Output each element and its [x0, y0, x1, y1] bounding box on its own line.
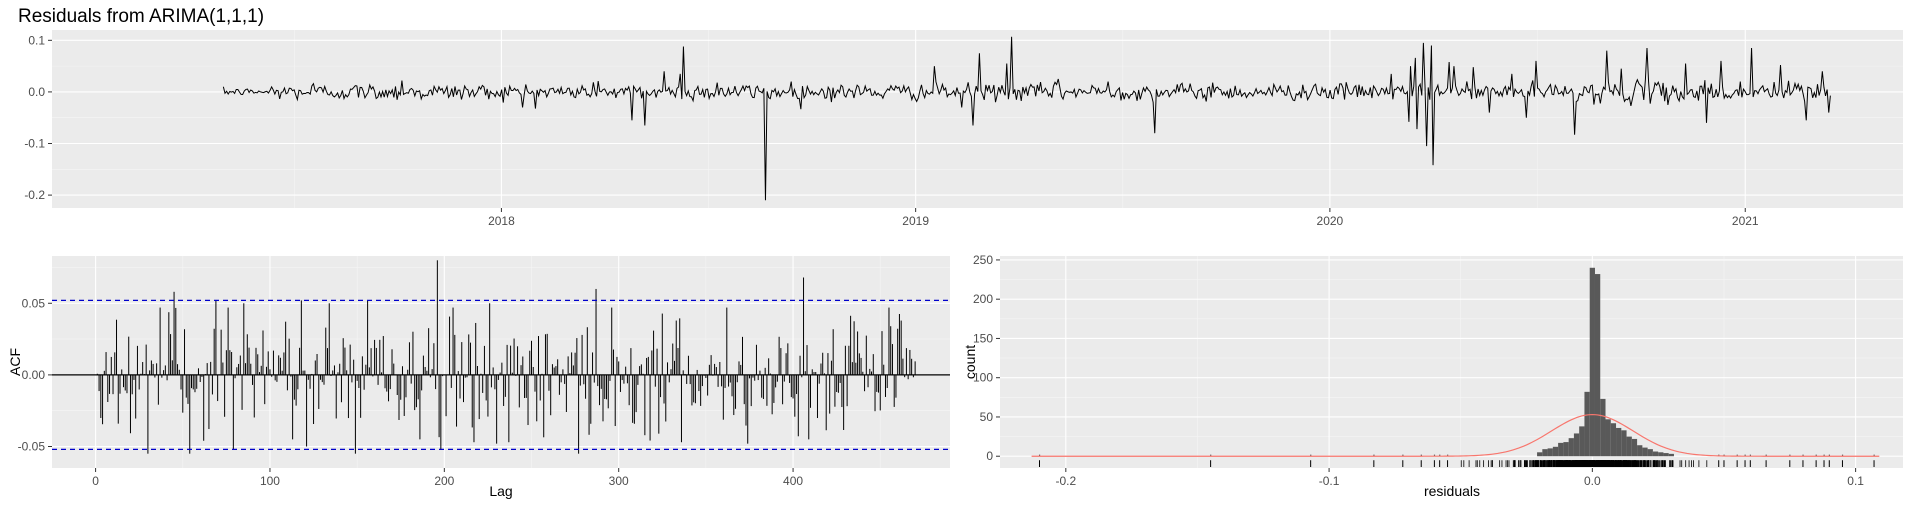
- x-tick-label: 100: [260, 474, 280, 488]
- histogram-panel: 0 50 100 150 200 250 -0.2 -0.1 0.0 0.1 residuals…: [962, 253, 1903, 499]
- histogram-bar: [1749, 454, 1752, 457]
- histogram-bar: [1605, 419, 1611, 457]
- histogram-bar: [1038, 454, 1041, 457]
- residuals-gridlines: [52, 30, 1903, 208]
- acf-x-axis: 0 100 200 300 400: [92, 468, 803, 488]
- histogram-bar: [1873, 454, 1875, 457]
- x-tick-label: 2020: [1317, 214, 1344, 228]
- x-tick-label: 0.0: [1584, 474, 1601, 488]
- histogram-bar: [1584, 391, 1590, 457]
- histogram-bar: [1621, 430, 1627, 457]
- histogram-x-axis-title: residuals: [1424, 483, 1480, 499]
- histogram-bar: [1789, 454, 1791, 457]
- histogram-x-axis: -0.2 -0.1 0.0 0.1: [1055, 468, 1864, 488]
- y-tick-label: 100: [973, 371, 993, 385]
- histogram-bar: [1765, 454, 1767, 457]
- y-tick-label: 0.05: [22, 296, 46, 310]
- y-tick-label: -0.1: [24, 137, 45, 151]
- x-tick-label: 400: [783, 474, 803, 488]
- residuals-rug: [1038, 460, 1875, 467]
- normal-density-curve: [1031, 414, 1880, 457]
- histogram-bar: [1841, 454, 1844, 457]
- histogram-bar: [1447, 454, 1449, 457]
- y-tick-label: 0.1: [28, 33, 45, 47]
- residuals-x-axis: 2018 2019 2020 2021: [488, 208, 1759, 228]
- acf-plot-background: [52, 256, 950, 468]
- histogram-bar: [1402, 454, 1404, 457]
- acf-bars: [96, 260, 916, 454]
- x-tick-label: 300: [609, 474, 629, 488]
- histogram-bar: [1537, 452, 1543, 457]
- x-tick-label: -0.1: [1319, 474, 1340, 488]
- residuals-line-panel: 0.1 0.0 -0.1 -0.2 2018 2019 2020 2021: [24, 30, 1903, 228]
- histogram-bar: [1828, 454, 1830, 457]
- histogram-bar: [1815, 454, 1817, 457]
- histogram-bar: [1802, 454, 1804, 457]
- histogram-bar: [1558, 442, 1564, 457]
- histogram-bar: [1573, 433, 1580, 457]
- histogram-y-axis: 0 50 100 150 200 250: [973, 253, 1000, 463]
- x-tick-label: 2021: [1732, 214, 1759, 228]
- y-tick-label: 50: [980, 410, 994, 424]
- y-tick-label: -0.2: [24, 188, 45, 202]
- histogram-bar: [1616, 427, 1622, 457]
- y-tick-label: 150: [973, 331, 993, 345]
- x-tick-label: 0: [92, 474, 99, 488]
- histogram-bar: [1420, 454, 1422, 457]
- histogram-bar: [1547, 448, 1553, 457]
- y-tick-label: 0.00: [22, 368, 46, 382]
- y-tick-label: 200: [973, 292, 993, 306]
- histogram-bar: [1594, 274, 1601, 457]
- histogram-bar: [1647, 449, 1653, 457]
- histogram-bar: [1600, 398, 1606, 457]
- x-tick-label: 2019: [902, 214, 929, 228]
- acf-x-axis-title: Lag: [489, 483, 512, 499]
- residuals-series-line: [222, 36, 1831, 201]
- histogram-bar: [1439, 454, 1441, 457]
- histogram-bar: [1744, 454, 1746, 457]
- acf-panel: 0.05 0.00 -0.05 0 100 200 300 400 Lag ACF: [7, 256, 950, 499]
- y-tick-label: 0.0: [28, 85, 45, 99]
- residuals-plot-title: Residuals from ARIMA(1,1,1): [18, 6, 264, 27]
- x-tick-label: 2018: [488, 214, 515, 228]
- histogram-bar: [1552, 446, 1559, 457]
- acf-y-axis: 0.05 0.00 -0.05: [18, 296, 52, 454]
- histogram-bar: [1668, 453, 1674, 457]
- acf-y-axis-title: ACF: [7, 348, 23, 376]
- histogram-bar: [1579, 426, 1585, 457]
- y-tick-label: 0: [986, 449, 993, 463]
- histogram-y-axis-title: count: [962, 345, 978, 379]
- residuals-plot-background: [52, 30, 1903, 208]
- histogram-bar: [1631, 438, 1638, 457]
- y-tick-label: -0.05: [18, 440, 46, 454]
- histogram-bar: [1663, 453, 1669, 457]
- histogram-bar: [1310, 454, 1312, 457]
- histogram-bar: [1610, 423, 1617, 457]
- x-tick-label: 0.1: [1847, 474, 1864, 488]
- x-tick-label: 200: [434, 474, 454, 488]
- histogram-bar: [1568, 438, 1574, 457]
- histogram-bars: [1038, 267, 1875, 457]
- histogram-bar: [1642, 447, 1648, 457]
- residuals-y-axis: 0.1 0.0 -0.1 -0.2: [24, 33, 52, 202]
- histogram-plot-background: [1000, 256, 1903, 468]
- histogram-bar: [1637, 445, 1643, 457]
- histogram-bar: [1542, 449, 1548, 457]
- histogram-bar: [1658, 452, 1664, 457]
- histogram-bar: [1736, 454, 1738, 457]
- histogram-bar: [1626, 436, 1632, 457]
- x-tick-label: -0.2: [1055, 474, 1076, 488]
- histogram-bar: [1652, 451, 1659, 457]
- histogram-bar: [1373, 454, 1375, 457]
- histogram-bar: [1433, 454, 1436, 457]
- histogram-bar: [1210, 454, 1212, 457]
- y-tick-label: 250: [973, 253, 993, 267]
- histogram-bar: [1823, 454, 1825, 457]
- histogram-bar: [1563, 442, 1569, 457]
- histogram-bar: [1589, 267, 1595, 457]
